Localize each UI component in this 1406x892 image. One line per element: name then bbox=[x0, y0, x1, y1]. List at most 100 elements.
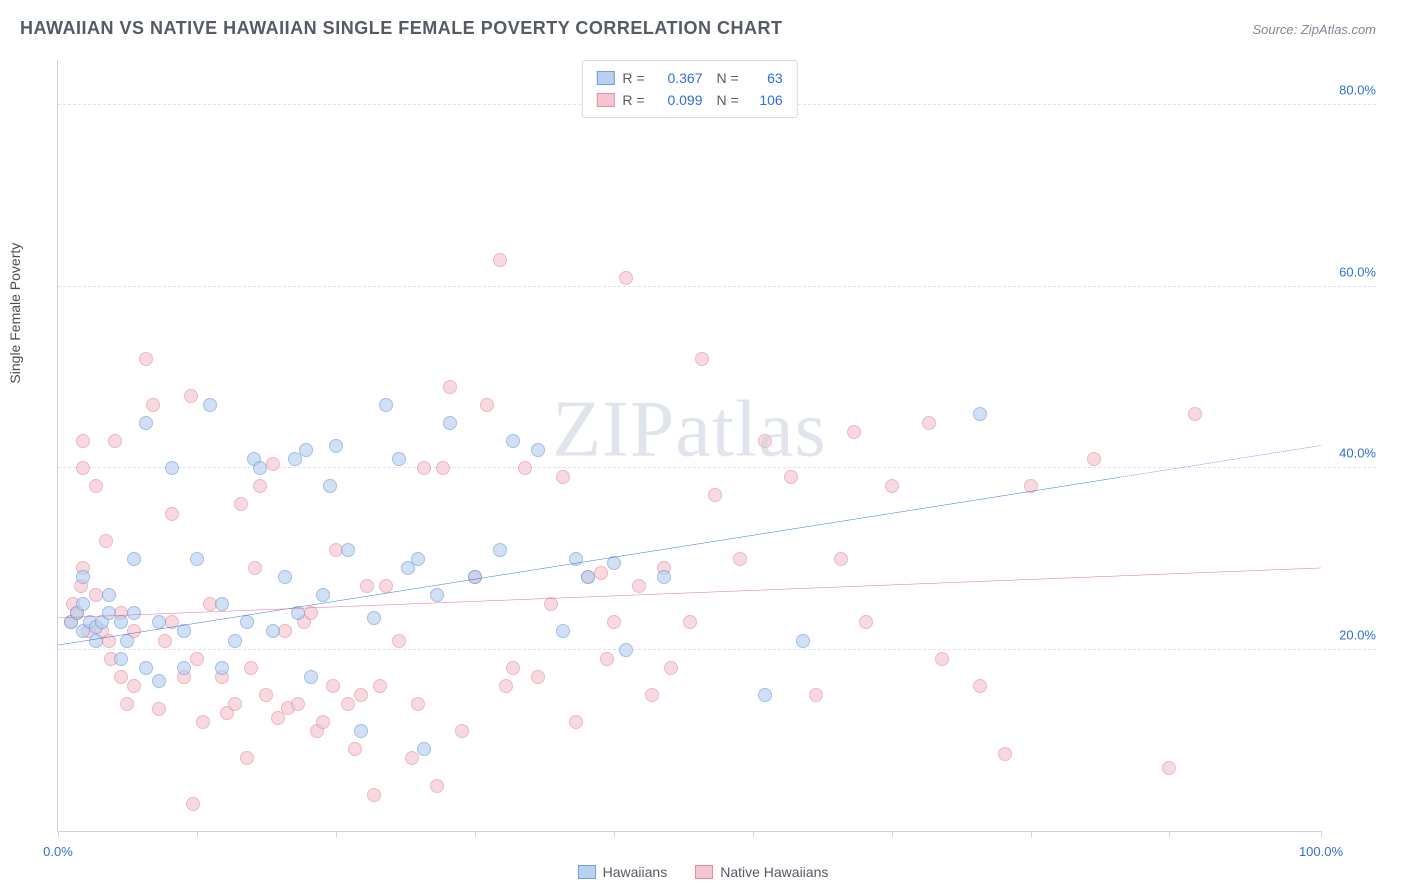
data-point bbox=[102, 606, 116, 620]
data-point bbox=[348, 742, 362, 756]
data-point bbox=[253, 461, 267, 475]
data-point bbox=[127, 679, 141, 693]
data-point bbox=[417, 461, 431, 475]
data-point bbox=[796, 634, 810, 648]
data-point bbox=[291, 606, 305, 620]
series-swatch bbox=[596, 71, 614, 85]
data-point bbox=[1024, 479, 1038, 493]
data-point bbox=[556, 624, 570, 638]
data-point bbox=[114, 615, 128, 629]
data-point bbox=[569, 715, 583, 729]
data-point bbox=[354, 724, 368, 738]
data-point bbox=[304, 670, 318, 684]
data-point bbox=[108, 434, 122, 448]
data-point bbox=[152, 674, 166, 688]
data-point bbox=[708, 488, 722, 502]
data-point bbox=[531, 670, 545, 684]
data-point bbox=[600, 652, 614, 666]
r-label: R = bbox=[622, 67, 644, 89]
data-point bbox=[733, 552, 747, 566]
data-point bbox=[139, 352, 153, 366]
data-point bbox=[594, 566, 608, 580]
data-point bbox=[341, 543, 355, 557]
data-point bbox=[146, 398, 160, 412]
data-point bbox=[114, 670, 128, 684]
data-point bbox=[76, 570, 90, 584]
data-point bbox=[329, 439, 343, 453]
stats-legend-box: R =0.367N =63R =0.099N =106 bbox=[581, 60, 797, 118]
data-point bbox=[76, 597, 90, 611]
data-point bbox=[89, 479, 103, 493]
trend-lines bbox=[58, 60, 1321, 831]
data-point bbox=[158, 634, 172, 648]
data-point bbox=[316, 588, 330, 602]
data-point bbox=[240, 615, 254, 629]
data-point bbox=[190, 652, 204, 666]
legend-item: Hawaiians bbox=[578, 864, 668, 880]
data-point bbox=[556, 470, 570, 484]
data-point bbox=[152, 615, 166, 629]
data-point bbox=[493, 543, 507, 557]
data-point bbox=[664, 661, 678, 675]
data-point bbox=[165, 461, 179, 475]
data-point bbox=[758, 434, 772, 448]
x-tick bbox=[197, 831, 198, 837]
legend-item: Native Hawaiians bbox=[695, 864, 828, 880]
x-tick bbox=[475, 831, 476, 837]
data-point bbox=[480, 398, 494, 412]
stats-row: R =0.367N =63 bbox=[596, 67, 782, 89]
data-point bbox=[248, 561, 262, 575]
x-tick bbox=[336, 831, 337, 837]
y-tick-label: 40.0% bbox=[1326, 446, 1376, 461]
data-point bbox=[177, 624, 191, 638]
n-value: 106 bbox=[747, 89, 783, 111]
y-tick-label: 20.0% bbox=[1326, 627, 1376, 642]
data-point bbox=[379, 398, 393, 412]
legend-label: Hawaiians bbox=[603, 864, 668, 880]
data-point bbox=[234, 497, 248, 511]
data-point bbox=[99, 534, 113, 548]
data-point bbox=[973, 407, 987, 421]
data-point bbox=[196, 715, 210, 729]
legend: Hawaiians Native Hawaiians bbox=[0, 864, 1406, 880]
data-point bbox=[468, 570, 482, 584]
header: HAWAIIAN VS NATIVE HAWAIIAN SINGLE FEMAL… bbox=[0, 0, 1406, 49]
data-point bbox=[885, 479, 899, 493]
data-point bbox=[127, 606, 141, 620]
data-point bbox=[569, 552, 583, 566]
data-point bbox=[847, 425, 861, 439]
data-point bbox=[493, 253, 507, 267]
plot-area: ZIPatlas R =0.367N =63R =0.099N =106 20.… bbox=[57, 60, 1321, 832]
data-point bbox=[834, 552, 848, 566]
data-point bbox=[607, 615, 621, 629]
gridline bbox=[58, 649, 1376, 650]
data-point bbox=[360, 579, 374, 593]
data-point bbox=[114, 652, 128, 666]
data-point bbox=[215, 597, 229, 611]
data-point bbox=[619, 643, 633, 657]
data-point bbox=[177, 661, 191, 675]
data-point bbox=[859, 615, 873, 629]
watermark: ZIPatlas bbox=[552, 385, 827, 476]
legend-swatch bbox=[578, 865, 596, 879]
data-point bbox=[203, 398, 217, 412]
data-point bbox=[619, 271, 633, 285]
x-tick bbox=[58, 831, 59, 837]
data-point bbox=[120, 634, 134, 648]
legend-swatch bbox=[695, 865, 713, 879]
data-point bbox=[102, 634, 116, 648]
data-point bbox=[304, 606, 318, 620]
data-point bbox=[436, 461, 450, 475]
data-point bbox=[184, 389, 198, 403]
data-point bbox=[809, 688, 823, 702]
chart-title: HAWAIIAN VS NATIVE HAWAIIAN SINGLE FEMAL… bbox=[20, 18, 783, 39]
data-point bbox=[430, 588, 444, 602]
data-point bbox=[228, 697, 242, 711]
x-tick-label: 100.0% bbox=[1299, 844, 1343, 859]
trend-line-dashed bbox=[1119, 446, 1321, 478]
data-point bbox=[973, 679, 987, 693]
data-point bbox=[411, 552, 425, 566]
data-point bbox=[1162, 761, 1176, 775]
data-point bbox=[291, 697, 305, 711]
data-point bbox=[127, 552, 141, 566]
